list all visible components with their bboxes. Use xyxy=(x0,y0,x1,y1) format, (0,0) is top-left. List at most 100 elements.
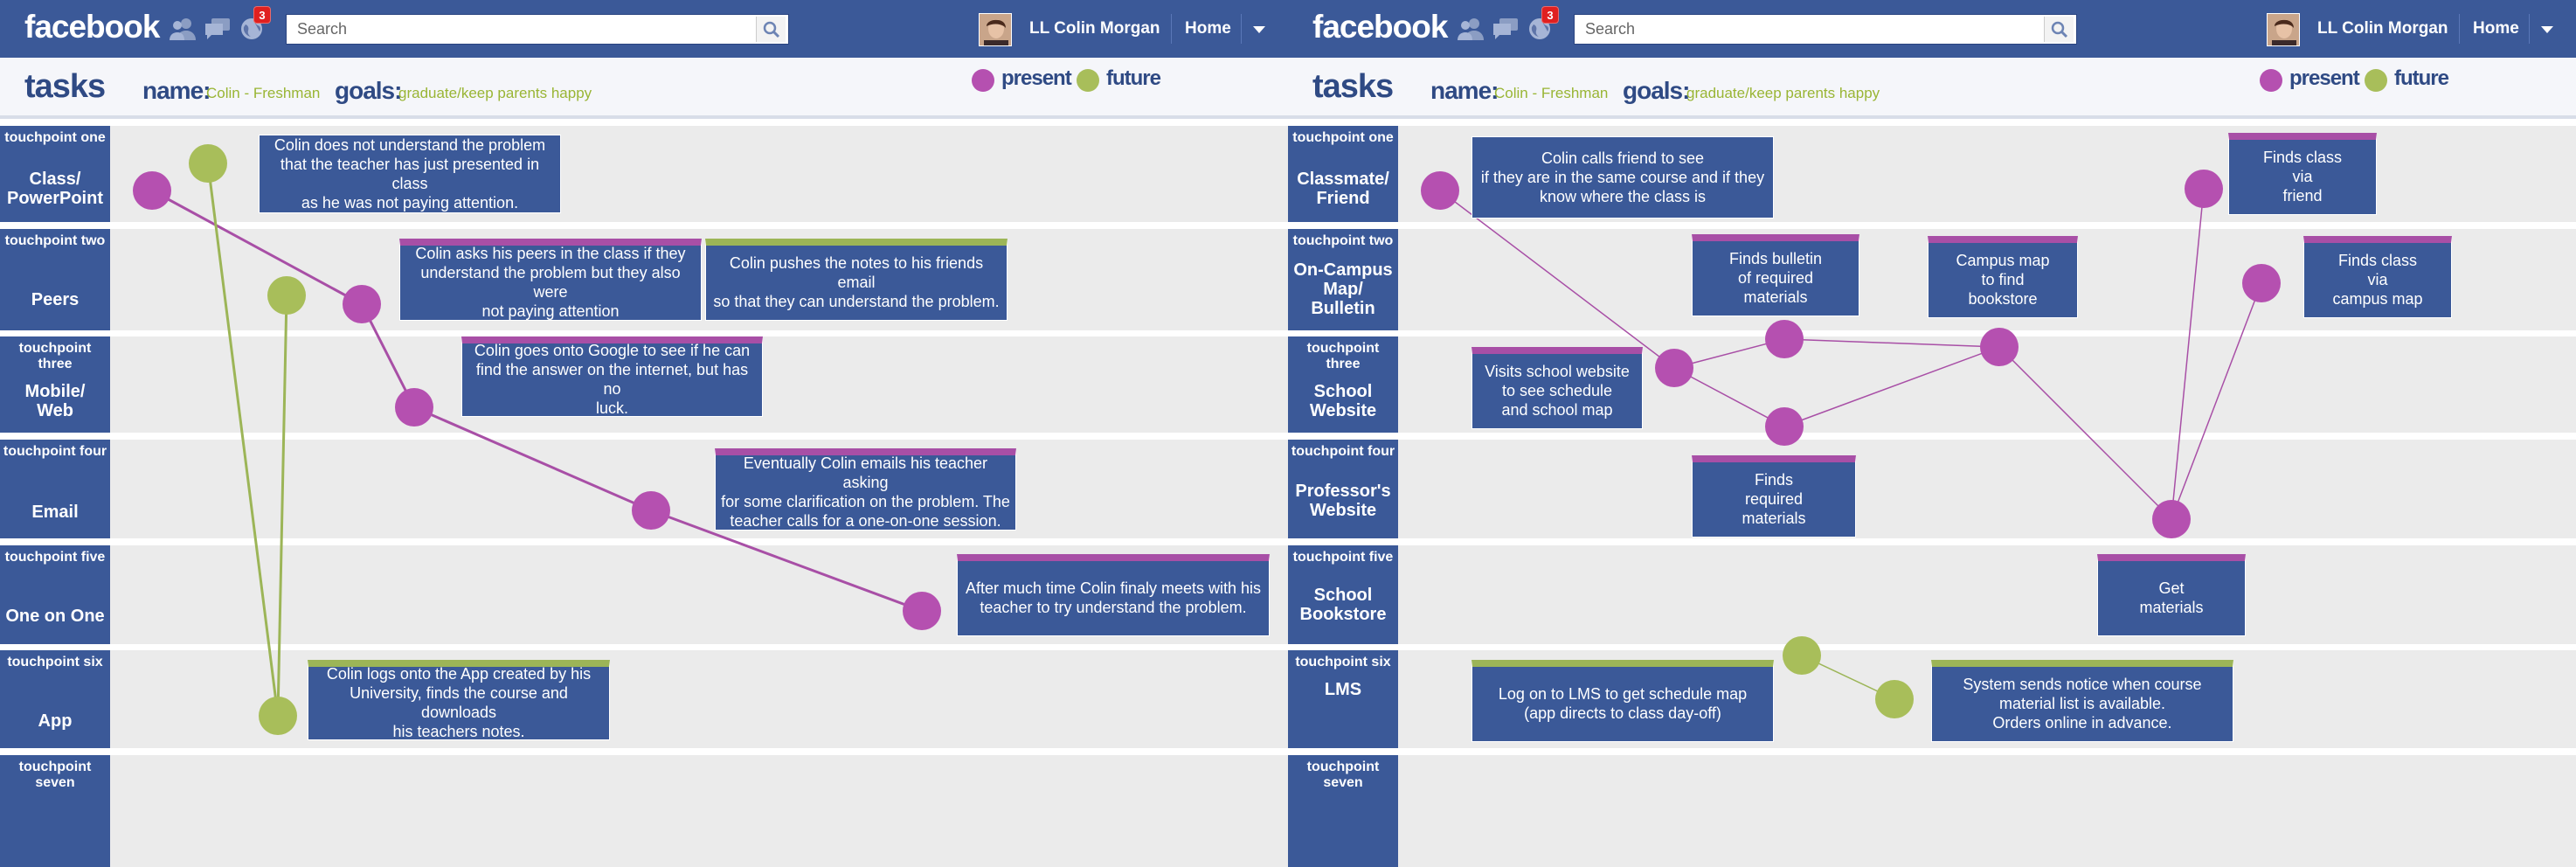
touchpoint-label: touchpoint one Class/ PowerPoint xyxy=(0,126,110,222)
search-input[interactable] xyxy=(286,14,789,45)
touchpoint-label: touchpoint one Classmate/ Friend xyxy=(1288,126,1398,222)
facebook-top-bar: facebook 3 xyxy=(1288,0,2576,58)
profile-name-link[interactable]: LL Colin Morgan xyxy=(1029,19,1160,38)
home-link[interactable]: Home xyxy=(1185,19,1231,38)
touchpoint-name: On-Campus Map/ Bulletin xyxy=(1293,260,1393,318)
legend-future-label: future xyxy=(1106,66,1161,90)
goals-label: goals: xyxy=(335,77,402,104)
messages-icon[interactable] xyxy=(204,16,232,42)
friends-icon[interactable] xyxy=(1457,16,1485,42)
goals-label: goals: xyxy=(1623,77,1690,104)
search-icon xyxy=(2051,21,2068,38)
touchpoint-number: touchpoint seven xyxy=(18,759,92,790)
touchpoint-name: Professor's Website xyxy=(1295,482,1391,520)
legend-present-dot xyxy=(972,69,994,92)
globe-notifications-icon[interactable] xyxy=(239,16,267,42)
journey-step-card: Eventually Colin emails his teacher aski… xyxy=(715,448,1016,531)
legend-present-label: present xyxy=(1001,66,1072,90)
touchpoint-number: touchpoint four xyxy=(3,444,107,459)
name-value: Colin - Freshman xyxy=(206,85,321,101)
search-input[interactable] xyxy=(1574,14,2077,45)
friends-icon[interactable] xyxy=(169,16,197,42)
journey-step-card: After much time Colin finaly meets with … xyxy=(957,554,1270,636)
touchpoint-number: touchpoint two xyxy=(1292,233,1394,248)
journey-step-card: Colin pushes the notes to his friends em… xyxy=(705,239,1008,321)
legend-future-dot xyxy=(1077,69,1099,92)
journey-step-card: Log on to LMS to get schedule map (app d… xyxy=(1472,660,1774,742)
facebook-logo[interactable]: facebook xyxy=(1312,9,1448,45)
nav-separator xyxy=(2529,14,2530,44)
touchpoint-number: touchpoint two xyxy=(4,233,106,248)
search-button[interactable] xyxy=(2044,17,2074,42)
jewel-icons: 3 xyxy=(169,6,271,42)
touchpoint-number: touchpoint three xyxy=(1306,341,1380,371)
name-value: Colin - Freshman xyxy=(1494,85,1609,101)
touchpoint-label: touchpoint six LMS xyxy=(1288,650,1398,748)
touchpoint-name: Mobile/ Web xyxy=(24,382,86,420)
tasks-title: tasks xyxy=(24,68,106,105)
touchpoint-label: touchpoint three School Website xyxy=(1288,336,1398,433)
search-button[interactable] xyxy=(756,17,786,42)
messages-icon[interactable] xyxy=(1492,16,1520,42)
touchpoint-name: Class/ PowerPoint xyxy=(6,170,103,208)
journey-map-left: facebook 3 xyxy=(0,0,1288,867)
journey-step-card: Finds required materials xyxy=(1692,455,1856,538)
dropdown-caret-icon[interactable] xyxy=(1253,26,1265,33)
touchpoint-row-7 xyxy=(1288,755,2576,867)
journey-step-card: Finds bulletin of required materials xyxy=(1692,234,1859,316)
touchpoint-label: touchpoint seven xyxy=(1288,755,1398,867)
touchpoint-row-4 xyxy=(1288,440,2576,538)
globe-notifications-icon[interactable] xyxy=(1527,16,1555,42)
facebook-top-bar: facebook 3 xyxy=(0,0,1288,58)
search-icon xyxy=(763,21,780,38)
legend-present-dot xyxy=(2260,69,2282,92)
touchpoint-row-6 xyxy=(0,650,1288,748)
notification-count-badge: 3 xyxy=(1541,6,1559,24)
avatar[interactable] xyxy=(2267,13,2300,46)
facebook-logo[interactable]: facebook xyxy=(24,9,160,45)
avatar[interactable] xyxy=(979,13,1012,46)
touchpoint-number: touchpoint six xyxy=(1295,655,1391,669)
touchpoint-number: touchpoint one xyxy=(4,130,106,145)
touchpoint-row-5 xyxy=(1288,545,2576,644)
touchpoint-label: touchpoint seven xyxy=(0,755,110,867)
touchpoint-name: LMS xyxy=(1324,680,1362,699)
avatar-image xyxy=(980,14,1011,45)
nav-separator xyxy=(1171,14,1172,44)
name-label: name: xyxy=(142,77,211,104)
touchpoint-row-7 xyxy=(0,755,1288,867)
dropdown-caret-icon[interactable] xyxy=(2541,26,2553,33)
touchpoint-name: Classmate/ Friend xyxy=(1297,170,1389,208)
journey-step-card: Colin does not understand the problem th… xyxy=(259,135,561,213)
journey-step-card: Colin goes onto Google to see if he can … xyxy=(461,336,763,417)
avatar-image xyxy=(2268,14,2299,45)
journey-step-card: Campus map to find bookstore xyxy=(1928,236,2078,318)
touchpoint-label: touchpoint two On-Campus Map/ Bulletin xyxy=(1288,229,1398,330)
touchpoint-number: touchpoint one xyxy=(1292,130,1394,145)
touchpoint-label: touchpoint six App xyxy=(0,650,110,748)
touchpoint-name: School Bookstore xyxy=(1299,586,1387,624)
legend-future-label: future xyxy=(2394,66,2449,90)
persona-header: tasks name: Colin - Freshman goals: grad… xyxy=(1288,58,2576,119)
touchpoint-name: Email xyxy=(31,503,79,522)
touchpoint-row-4 xyxy=(0,440,1288,538)
touchpoint-label: touchpoint four Professor's Website xyxy=(1288,440,1398,538)
touchpoint-number: touchpoint three xyxy=(18,341,92,371)
goals-value: graduate/keep parents happy xyxy=(1686,85,1880,101)
touchpoint-number: touchpoint five xyxy=(4,550,106,565)
touchpoint-name: Peers xyxy=(31,290,80,309)
notification-count-badge: 3 xyxy=(253,6,271,24)
touchpoint-number: touchpoint six xyxy=(7,655,103,669)
profile-name-link[interactable]: LL Colin Morgan xyxy=(2317,19,2448,38)
journey-step-card: Finds class via friend xyxy=(2228,133,2377,215)
journey-step-card: Colin asks his peers in the class if the… xyxy=(399,239,702,321)
touchpoint-name: One on One xyxy=(5,607,105,626)
touchpoint-row-1 xyxy=(0,126,1288,222)
home-link[interactable]: Home xyxy=(2473,19,2519,38)
touchpoint-number: touchpoint four xyxy=(1291,444,1395,459)
legend-present-label: present xyxy=(2289,66,2360,90)
journey-step-card: Colin logs onto the App created by his U… xyxy=(308,660,610,740)
goals-value: graduate/keep parents happy xyxy=(398,85,592,101)
touchpoint-number: touchpoint seven xyxy=(1306,759,1380,790)
tasks-title: tasks xyxy=(1312,68,1394,105)
